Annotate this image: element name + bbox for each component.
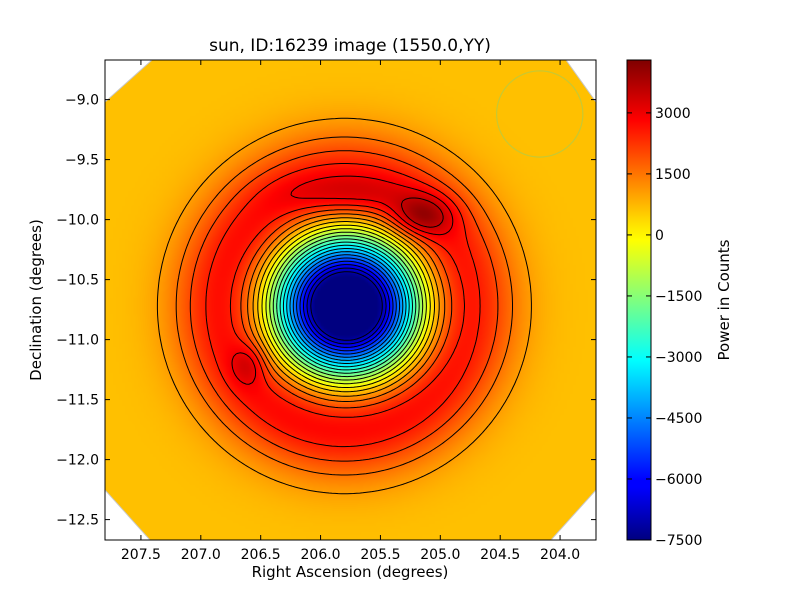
blanked-corner [105, 60, 153, 103]
x-tick-label: 206.0 [301, 547, 341, 563]
contour-line [282, 244, 410, 368]
contour-line [257, 221, 435, 393]
y-tick-label: −10.0 [56, 213, 99, 229]
y-tick-label: −12.0 [56, 453, 99, 469]
y-tick-label: −12.5 [56, 513, 99, 529]
contour-line [205, 163, 481, 448]
y-axis-label: Declination (degrees) [27, 219, 45, 381]
colorbar-tick-label: −1500 [655, 289, 702, 305]
x-axis-label: Right Ascension (degrees) [252, 563, 449, 581]
x-tick-label: 206.5 [241, 547, 281, 563]
chart-title: sun, ID:16239 image (1550.0,YY) [209, 36, 491, 56]
colorbar-tick-label: 3000 [655, 106, 691, 122]
intensity-image [105, 60, 596, 540]
colorbar-tick-label: 0 [655, 228, 664, 244]
contour-line [156, 117, 532, 495]
contour-line [296, 257, 397, 355]
colorbar-tick-label: −4500 [655, 411, 702, 427]
colorbar-tick-label: −6000 [655, 472, 702, 488]
contour-line [279, 241, 413, 371]
contour-line [401, 197, 444, 228]
x-tick-label: 207.5 [121, 547, 161, 563]
colorbar: 3000 1500 0 −1500 −3000 −4500 −6000 −7500 Power… [626, 59, 733, 549]
plot-area [105, 60, 596, 540]
contour-line [286, 248, 407, 364]
contour-line [231, 175, 454, 385]
contour-line [299, 260, 394, 352]
colorbar-tick-label: 1500 [655, 167, 691, 183]
contour-line [306, 267, 387, 345]
x-tick-label: 204.5 [480, 547, 520, 563]
x-tick-label: 205.5 [360, 547, 400, 563]
blanked-corner [105, 489, 151, 540]
blanked-corner [550, 489, 596, 540]
y-axis: −9.0 −9.5 −10.0 −10.5 −11.0 −11.5 −12.0 −12.5 [56, 93, 596, 529]
contour-line [292, 254, 401, 358]
y-tick-label: −9.5 [65, 153, 99, 169]
contour-line [310, 271, 383, 341]
blanked-corner [565, 60, 596, 103]
y-tick-label: −11.5 [56, 393, 99, 409]
contour-line [276, 238, 417, 374]
colorbar-ticks: 3000 1500 0 −1500 −3000 −4500 −6000 −7500 [627, 106, 702, 549]
beam-ellipse [496, 70, 584, 158]
contour-line [189, 150, 499, 462]
colorbar-tick-label: −3000 [655, 350, 702, 366]
x-tick-label: 204.0 [540, 547, 580, 563]
colorbar-gradient [626, 59, 652, 541]
contour-layer [156, 117, 532, 495]
contour-line [175, 136, 513, 476]
x-axis: 207.5 207.0 206.5 206.0 205.5 205.0 204.5 204.0 [121, 60, 580, 563]
contour-line [265, 228, 427, 385]
y-tick-label: −9.0 [65, 93, 99, 109]
colorbar-tick-label: −7500 [655, 533, 702, 549]
y-tick-label: −10.5 [56, 273, 99, 289]
colorbar-label: Power in Counts [715, 239, 733, 360]
x-tick-label: 205.0 [420, 547, 460, 563]
contour-line [289, 251, 404, 361]
x-tick-label: 207.0 [181, 547, 221, 563]
contour-line [261, 224, 431, 388]
blanked-corners [105, 60, 596, 540]
contour-line [269, 231, 424, 381]
y-tick-label: −11.0 [56, 333, 99, 349]
axes-frame [104, 59, 597, 541]
contour-line [272, 235, 420, 378]
contour-line [303, 264, 391, 348]
